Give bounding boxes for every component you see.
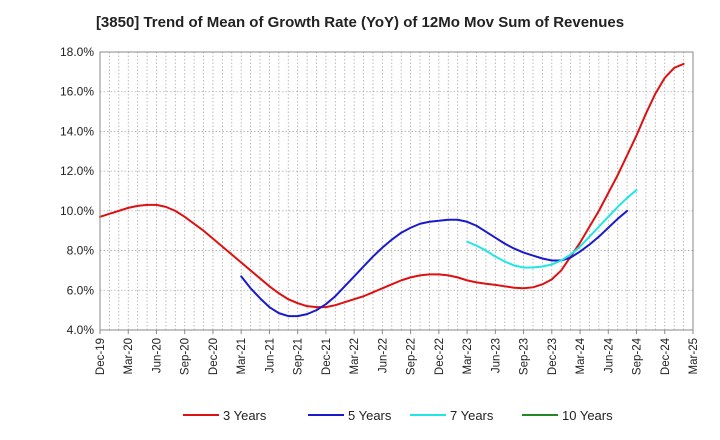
x-tick-label: Sep-23 bbox=[519, 338, 531, 375]
plot-area-frame bbox=[99, 51, 694, 331]
legend-label: 7 Years bbox=[450, 408, 494, 423]
x-tick-label: Dec-22 bbox=[434, 338, 446, 375]
series-line-3-years bbox=[99, 62, 685, 309]
series-lines bbox=[99, 62, 685, 318]
y-tick-label: 16.0% bbox=[60, 85, 94, 99]
x-tick-label: Mar-24 bbox=[575, 337, 587, 374]
x-tick-label: Dec-24 bbox=[660, 337, 672, 375]
x-tick-label: Mar-21 bbox=[236, 338, 248, 374]
chart-title: [3850] Trend of Mean of Growth Rate (YoY… bbox=[95, 14, 625, 31]
y-axis-ticks: 4.0% 6.0% 8.0% 10.0% 12.0% 14.0% 16.0% 18.0% bbox=[60, 45, 94, 337]
x-tick-label: Jun-23 bbox=[490, 338, 502, 373]
y-tick-label: 12.0% bbox=[60, 164, 94, 178]
series-line-7-years bbox=[466, 189, 638, 269]
x-tick-label: Mar-22 bbox=[349, 338, 361, 374]
x-tick-label: Sep-22 bbox=[406, 338, 418, 375]
y-tick-label: 8.0% bbox=[67, 244, 95, 258]
series-line-5-years bbox=[240, 209, 629, 318]
x-tick-label: Sep-24 bbox=[632, 337, 644, 375]
x-tick-label: Dec-21 bbox=[321, 338, 333, 375]
x-tick-label: Jun-22 bbox=[377, 338, 389, 373]
y-tick-label: 18.0% bbox=[60, 45, 94, 59]
legend-label: 3 Years bbox=[223, 408, 267, 423]
y-tick-label: 14.0% bbox=[60, 124, 94, 138]
x-tick-label: Sep-20 bbox=[180, 338, 192, 375]
y-tick-label: 6.0% bbox=[67, 283, 95, 297]
y-tick-label: 4.0% bbox=[67, 323, 95, 337]
x-tick-label: Jun-20 bbox=[151, 338, 163, 373]
x-tick-label: Jun-24 bbox=[603, 337, 615, 373]
legend-label: 10 Years bbox=[562, 408, 613, 423]
x-tick-label: Sep-21 bbox=[293, 338, 305, 375]
x-tick-label: Mar-20 bbox=[123, 338, 135, 374]
x-tick-label: Jun-21 bbox=[264, 338, 276, 373]
x-tick-label: Dec-23 bbox=[547, 338, 559, 375]
y-tick-label: 10.0% bbox=[60, 204, 94, 218]
x-tick-label: Dec-20 bbox=[208, 338, 220, 375]
x-tick-label: Mar-25 bbox=[688, 338, 700, 374]
x-tick-label: Mar-23 bbox=[462, 338, 474, 374]
x-tick-label: Dec-19 bbox=[95, 338, 107, 375]
legend-label: 5 Years bbox=[348, 408, 392, 423]
grid-lines bbox=[100, 52, 693, 330]
legend: 3 Years 5 Years 7 Years 10 Years bbox=[183, 408, 613, 423]
x-axis-ticks: Dec-19 Mar-20 Jun-20 Sep-20 Dec-20 Mar-21 Jun-… bbox=[95, 330, 700, 375]
